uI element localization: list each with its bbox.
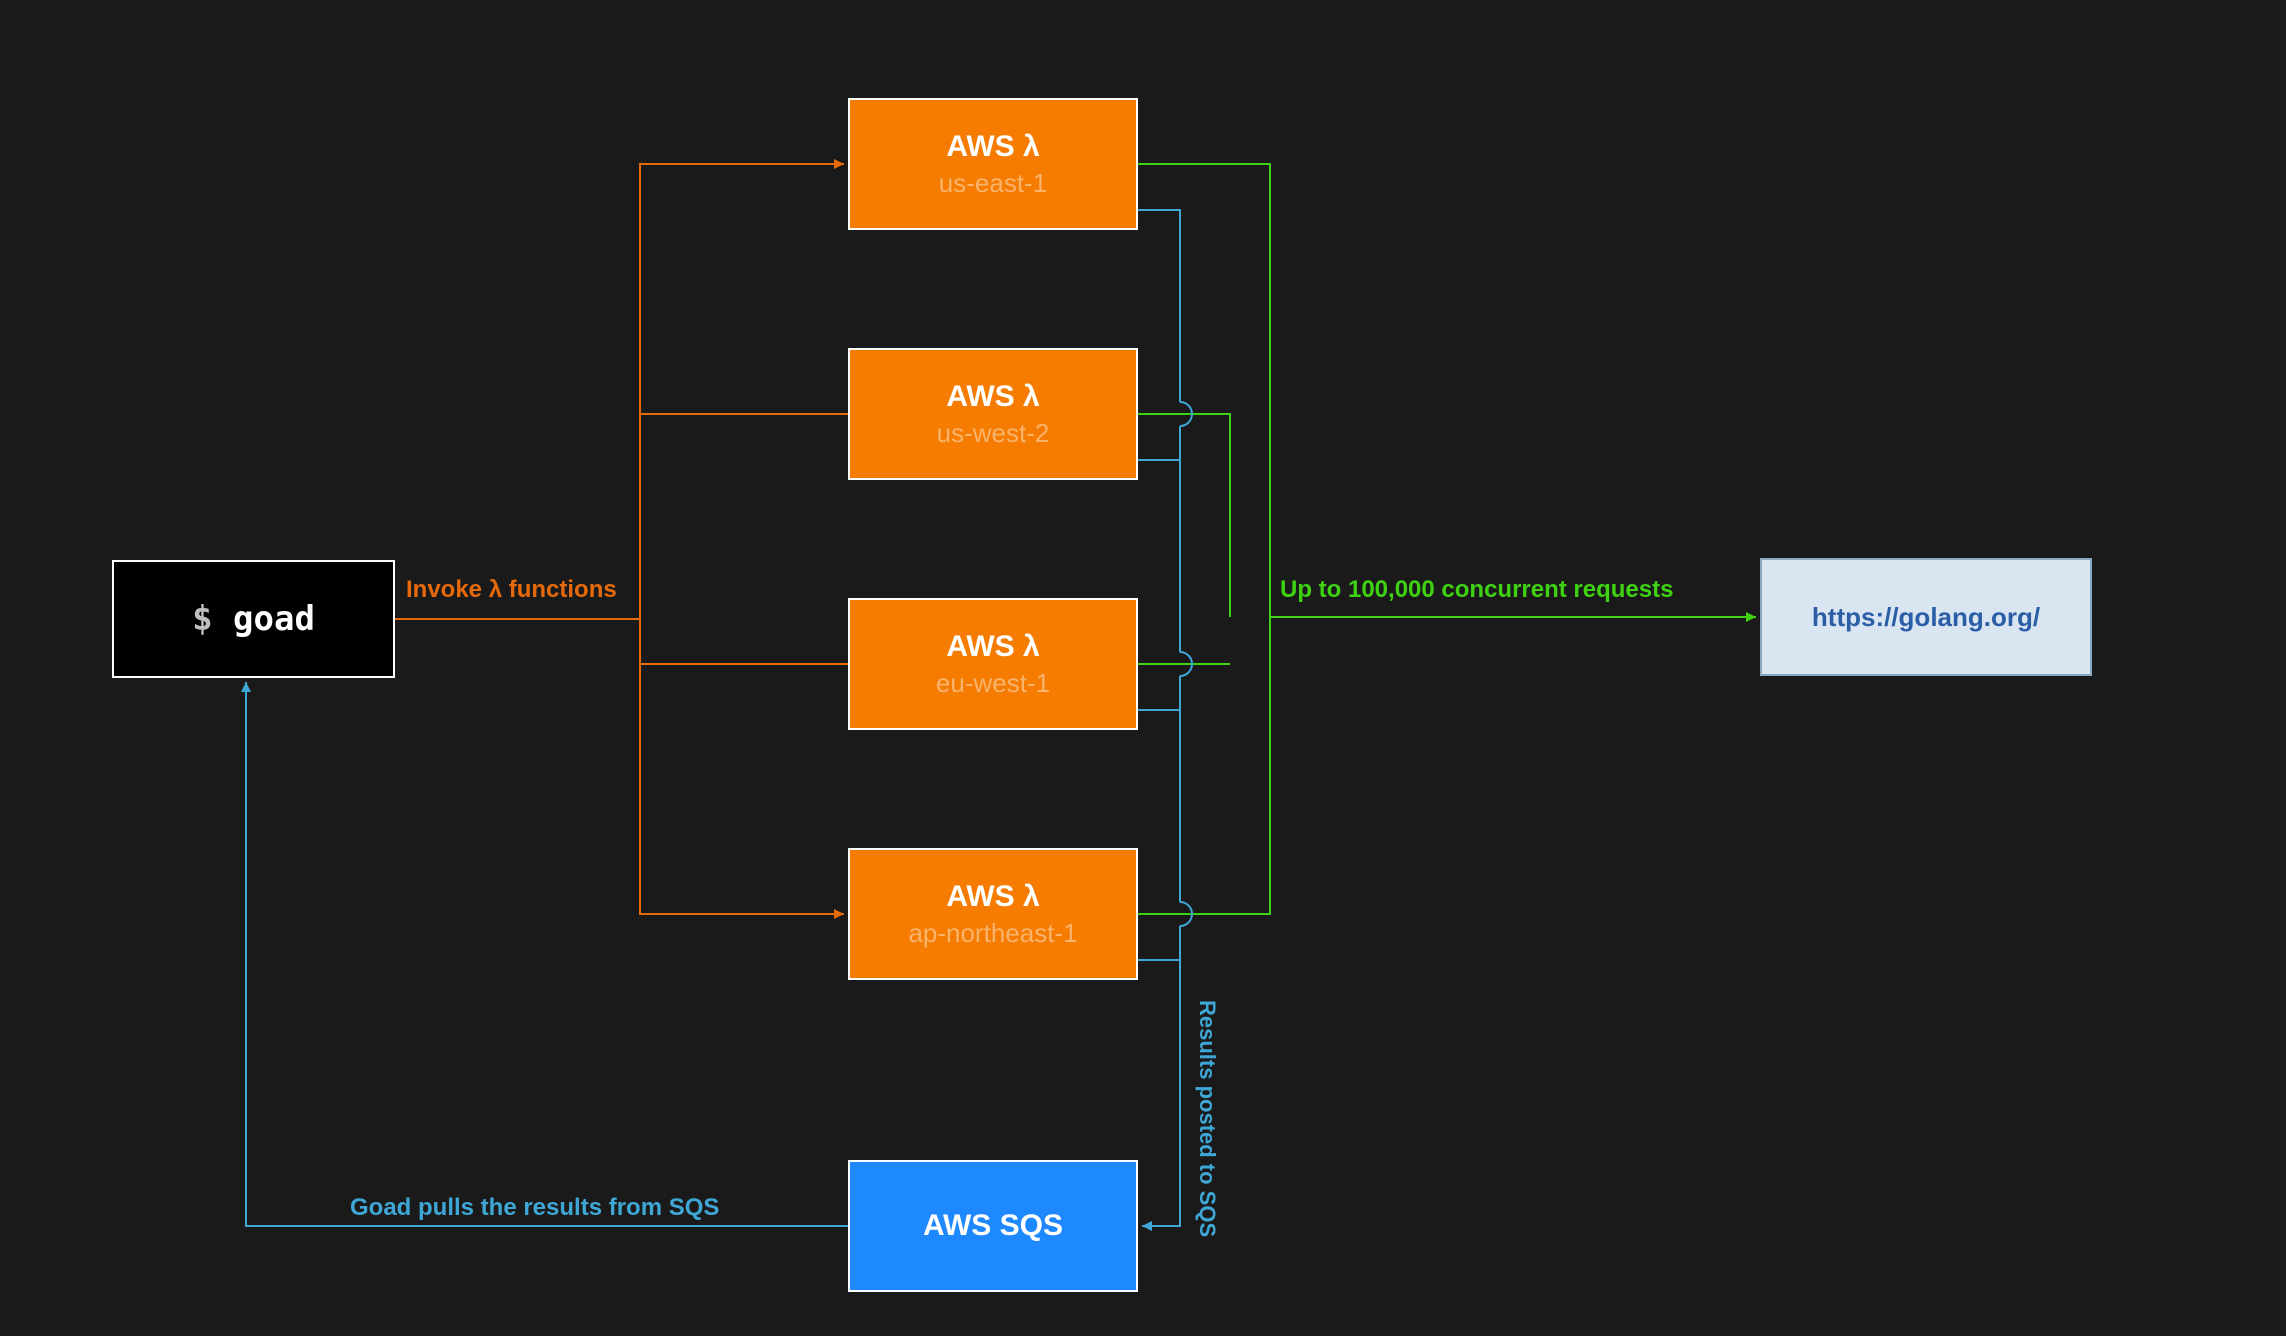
goad-command: $ goad bbox=[192, 599, 315, 639]
goad-node: $ goad bbox=[112, 560, 395, 678]
lambda-node-us-east-1: AWS λ us-east-1 bbox=[848, 98, 1138, 230]
diagram-canvas: $ goad AWS λ us-east-1 AWS λ us-west-2 A… bbox=[0, 0, 2286, 1336]
target-url: https://golang.org/ bbox=[1812, 602, 2040, 633]
pull-label: Goad pulls the results from SQS bbox=[350, 1194, 719, 1222]
goad-cmd-text: goad bbox=[233, 599, 315, 639]
sqs-title: AWS SQS bbox=[923, 1209, 1063, 1243]
lambda-title: AWS λ bbox=[946, 130, 1039, 164]
invoke-edges bbox=[395, 164, 848, 914]
target-node: https://golang.org/ bbox=[1760, 558, 2092, 676]
sqs-node: AWS SQS bbox=[848, 1160, 1138, 1292]
prompt-text: $ bbox=[192, 599, 233, 639]
lambda-node-us-west-2: AWS λ us-west-2 bbox=[848, 348, 1138, 480]
hop-arcs bbox=[1180, 402, 1192, 926]
results-label: Results posted to SQS bbox=[1194, 1000, 1220, 1237]
lambda-title: AWS λ bbox=[946, 380, 1039, 414]
invoke-label: Invoke λ functions bbox=[406, 576, 617, 604]
request-edges bbox=[1138, 164, 1756, 914]
lambda-region: ap-northeast-1 bbox=[908, 918, 1077, 949]
return-edge bbox=[246, 682, 848, 1226]
concurrent-requests-label: Up to 100,000 concurrent requests bbox=[1280, 576, 1673, 604]
lambda-node-ap-northeast-1: AWS λ ap-northeast-1 bbox=[848, 848, 1138, 980]
lambda-region: us-east-1 bbox=[939, 168, 1047, 199]
lambda-region: eu-west-1 bbox=[936, 668, 1050, 699]
lambda-region: us-west-2 bbox=[937, 418, 1050, 449]
results-edges bbox=[1138, 210, 1180, 1226]
lambda-title: AWS λ bbox=[946, 880, 1039, 914]
lambda-node-eu-west-1: AWS λ eu-west-1 bbox=[848, 598, 1138, 730]
lambda-title: AWS λ bbox=[946, 630, 1039, 664]
